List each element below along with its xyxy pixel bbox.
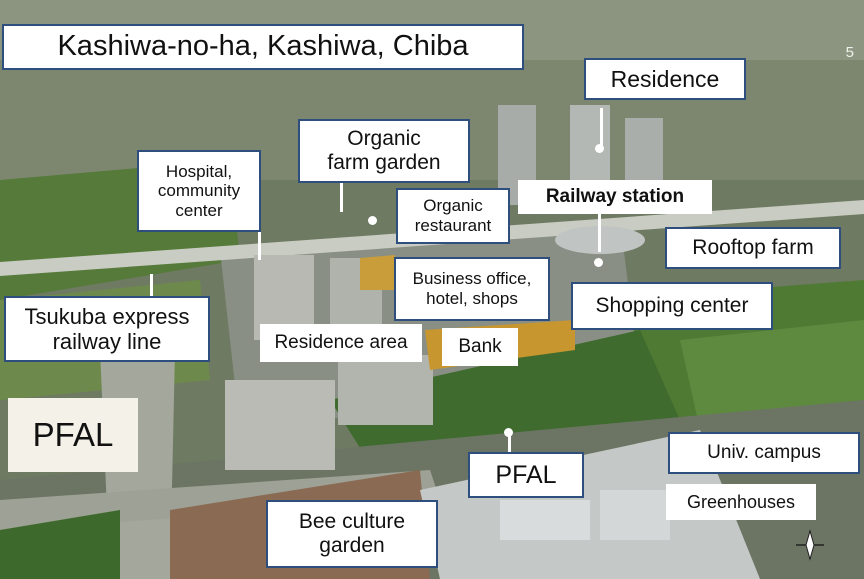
tsukuba-leader <box>150 274 153 298</box>
station-leader <box>598 212 601 252</box>
railway-station-text: Railway station <box>545 186 685 208</box>
organic-farm-garden-line1: Organic <box>347 126 421 150</box>
hospital-label: Hospital, community center <box>137 150 261 232</box>
residence-text: Residence <box>610 65 720 92</box>
page-number: 5 <box>845 44 854 61</box>
univ-campus-label: Univ. campus <box>668 432 860 474</box>
bee-culture-line1: Bee culture <box>298 509 406 533</box>
pfal-center-leader <box>508 432 511 454</box>
pfal-left-label: PFAL <box>8 398 138 472</box>
hospital-leader <box>258 232 261 260</box>
title-label: Kashiwa-no-ha, Kashiwa, Chiba <box>2 24 524 70</box>
greenhouses-text: Greenhouses <box>686 491 796 512</box>
organic-farm-garden-line2: farm garden <box>327 151 441 174</box>
organic-restaurant-line2: restaurant <box>414 216 492 235</box>
bee-culture-garden-label: Bee culture garden <box>266 500 438 568</box>
residence-pin <box>595 144 604 153</box>
hospital-line2: community <box>157 181 241 201</box>
hospital-line3: center <box>175 200 223 220</box>
greenhouses-label: Greenhouses <box>666 484 816 520</box>
univ-campus-text: Univ. campus <box>707 442 821 464</box>
railway-station-label: Railway station <box>518 180 712 214</box>
pfal-center-pin <box>504 428 513 437</box>
organic-restaurant-line1: Organic <box>423 196 483 216</box>
hospital-line1: Hospital, <box>165 161 233 181</box>
pfal-center-text: PFAL <box>495 460 557 489</box>
title-text: Kashiwa-no-ha, Kashiwa, Chiba <box>57 30 469 63</box>
bank-label: Bank <box>442 328 518 366</box>
shopping-center-text: Shopping center <box>595 293 749 317</box>
north-arrow-icon <box>796 529 824 561</box>
pfal-left-text: PFAL <box>32 416 114 454</box>
business-office-line2: hotel, shops <box>426 289 518 308</box>
rooftop-farm-text: Rooftop farm <box>692 235 814 259</box>
organic-farm-leader <box>340 182 343 212</box>
bank-text: Bank <box>458 336 502 358</box>
tsukuba-express-label: Tsukuba express railway line <box>4 296 210 362</box>
pfal-center-label: PFAL <box>468 452 584 498</box>
tsukuba-express-line2: railway line <box>52 329 162 354</box>
residence-label: Residence <box>584 58 746 100</box>
bee-culture-line2: garden <box>319 534 385 557</box>
tsukuba-express-line1: Tsukuba express <box>24 303 190 329</box>
rooftop-farm-label: Rooftop farm <box>665 227 841 269</box>
organic-farm-pin <box>368 216 377 225</box>
business-office-line1: Business office, <box>412 269 532 289</box>
business-office-label: Business office, hotel, shops <box>394 257 550 321</box>
organic-farm-garden-label: Organic farm garden <box>298 119 470 183</box>
residence-leader <box>600 108 603 148</box>
residence-area-text: Residence area <box>274 332 408 354</box>
residence-area-label: Residence area <box>260 324 422 362</box>
shopping-center-label: Shopping center <box>571 282 773 330</box>
organic-restaurant-label: Organic restaurant <box>396 188 510 244</box>
station-pin <box>594 258 603 267</box>
